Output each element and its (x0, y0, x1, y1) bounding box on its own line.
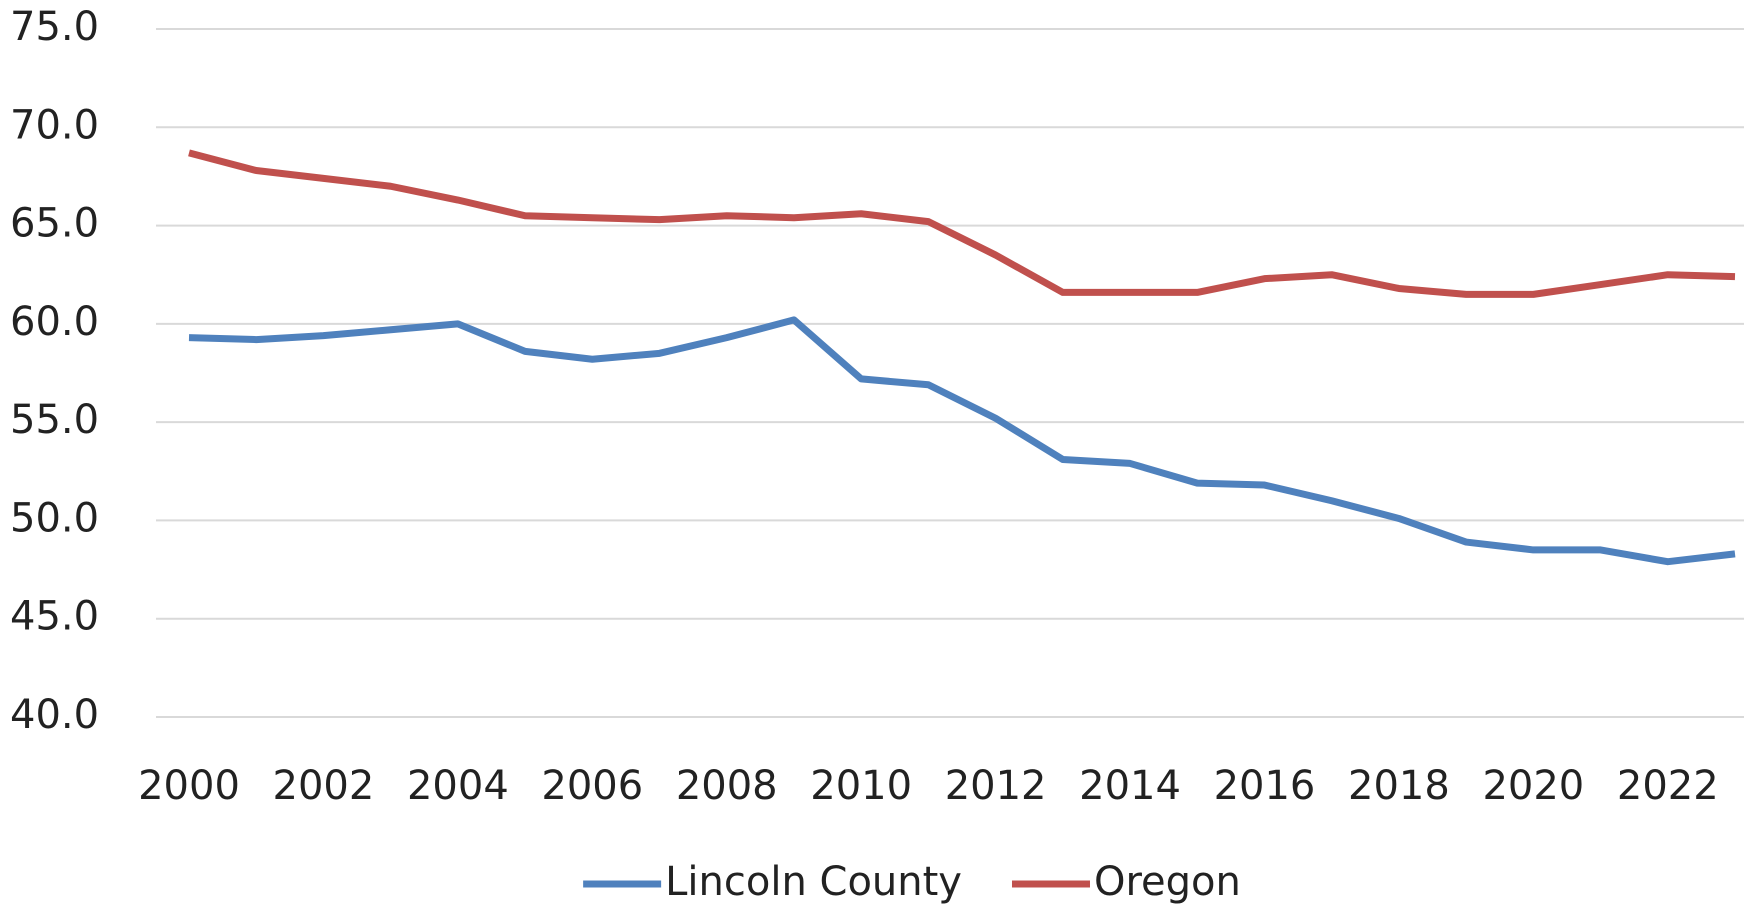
legend-label: Lincoln County (665, 859, 962, 905)
y-tick-label: 50.0 (10, 495, 99, 541)
x-tick-label: 2010 (810, 763, 912, 809)
y-tick-label: 75.0 (10, 4, 99, 50)
x-tick-label: 2016 (1214, 763, 1316, 809)
series-line (188, 316, 1736, 566)
series-line (188, 149, 1736, 298)
x-tick-label: 2014 (1079, 763, 1181, 809)
x-tick-label: 2008 (676, 763, 778, 809)
x-tick-label: 2004 (407, 763, 509, 809)
y-tick-label: 40.0 (10, 692, 99, 738)
x-tick-label: 2020 (1482, 763, 1584, 809)
x-tick-label: 2012 (945, 763, 1047, 809)
x-tick-label: 2018 (1348, 763, 1450, 809)
y-tick-label: 65.0 (10, 201, 99, 247)
y-tick-label: 70.0 (10, 102, 99, 148)
y-tick-label: 60.0 (10, 299, 99, 345)
x-tick-label: 2002 (273, 763, 375, 809)
x-tick-label: 2006 (541, 763, 643, 809)
x-tick-label: 2000 (138, 763, 240, 809)
y-tick-label: 55.0 (10, 397, 99, 443)
legend-label: Oregon (1094, 859, 1241, 905)
y-tick-label: 45.0 (10, 594, 99, 640)
x-tick-label: 2022 (1617, 763, 1719, 809)
